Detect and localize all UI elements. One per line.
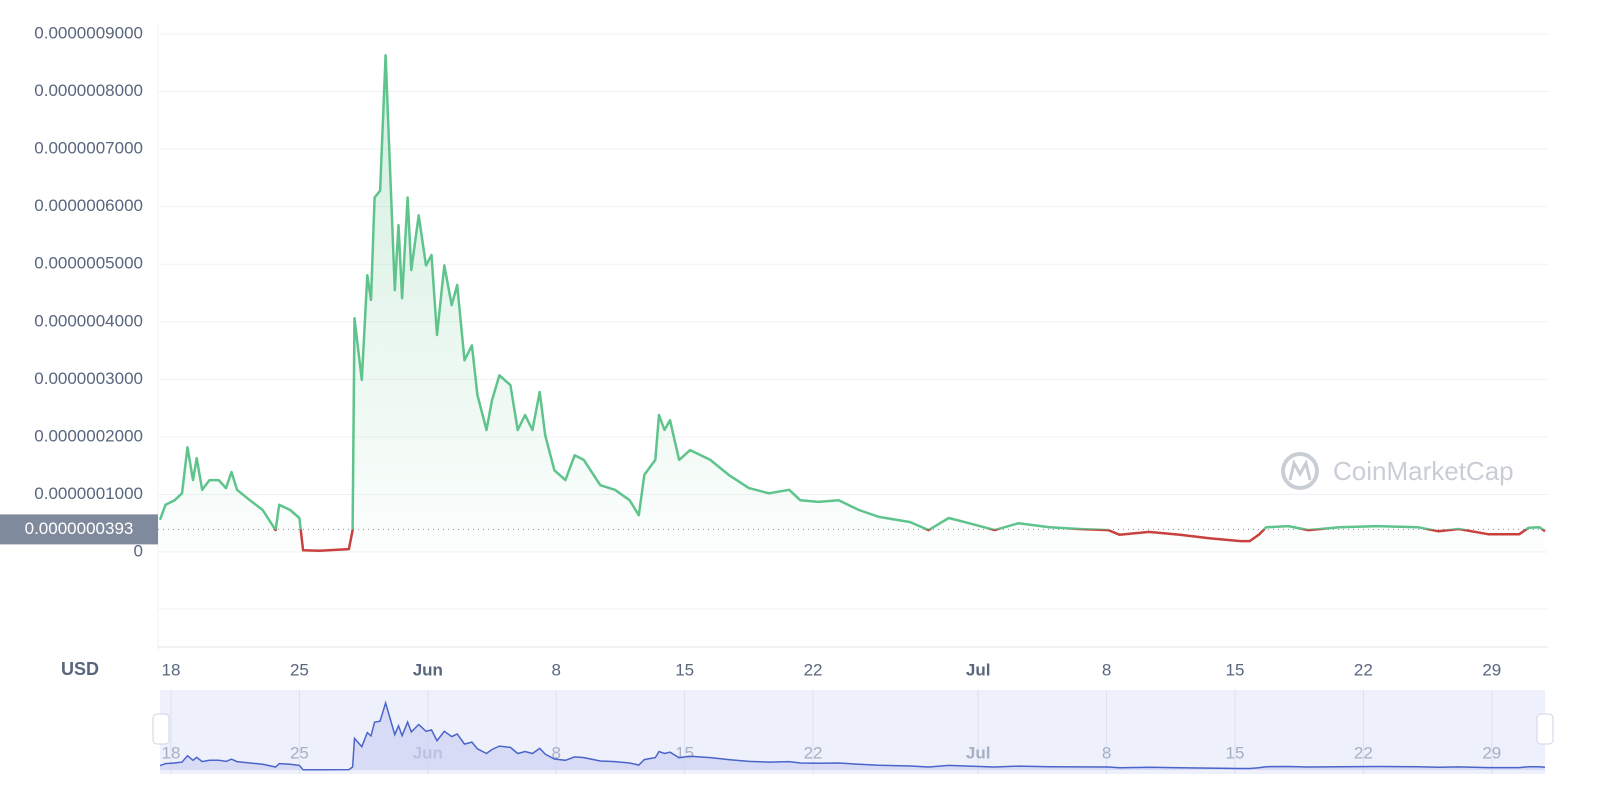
navigator-area [160,702,1545,770]
navigator-tick-label: 8 [1102,743,1111,762]
navigator-tick-label: Jul [966,743,991,762]
navigator-handle[interactable] [152,713,170,745]
watermark-logo [1281,452,1319,490]
x-tick-label: 8 [1102,660,1111,679]
navigator-tick-label: 18 [162,743,181,762]
y-tick-label: 0 [134,541,143,560]
y-tick-label: 0.0000006000 [34,196,143,215]
x-tick-label: 15 [1226,660,1245,679]
x-tick-label: 25 [290,660,309,679]
price-line [158,54,1546,553]
x-tick-label: 8 [552,660,561,679]
y-tick-label: 0.0000007000 [34,139,143,158]
y-tick-label: 0.0000003000 [34,369,143,388]
current-price-tag [0,514,158,545]
y-tick-label: 0.0000001000 [34,484,143,503]
y-tick-label: 0.0000004000 [34,311,143,330]
navigator-tick-label: 15 [1226,743,1245,762]
y-tick-label: 0.0000002000 [34,426,143,445]
price-area [160,55,1545,553]
currency-label: USD [61,659,99,679]
x-tick-label: 22 [804,660,823,679]
navigator-tick-label: 29 [1482,743,1501,762]
x-tick-label: 18 [162,660,181,679]
x-tick-label: 15 [675,660,694,679]
x-tick-label: 22 [1354,660,1373,679]
navigator-tick-label: 22 [1354,743,1373,762]
y-tick-label: 0.0000005000 [34,254,143,273]
navigator-handle[interactable] [1536,713,1554,745]
watermark: CoinMarketCap [1333,456,1514,486]
y-tick-label: 0.0000009000 [34,23,143,42]
x-tick-label: Jun [413,660,443,679]
navigator-tick-label: 25 [290,743,309,762]
navigator-line [159,700,1546,771]
navigator-tick-label: 8 [552,743,561,762]
x-tick-label: 29 [1482,660,1501,679]
x-tick-label: Jul [966,660,991,679]
y-tick-label: 0.0000008000 [34,81,143,100]
current-price-label: 0.0000000393 [25,519,134,538]
navigator-tick-label: 22 [804,743,823,762]
